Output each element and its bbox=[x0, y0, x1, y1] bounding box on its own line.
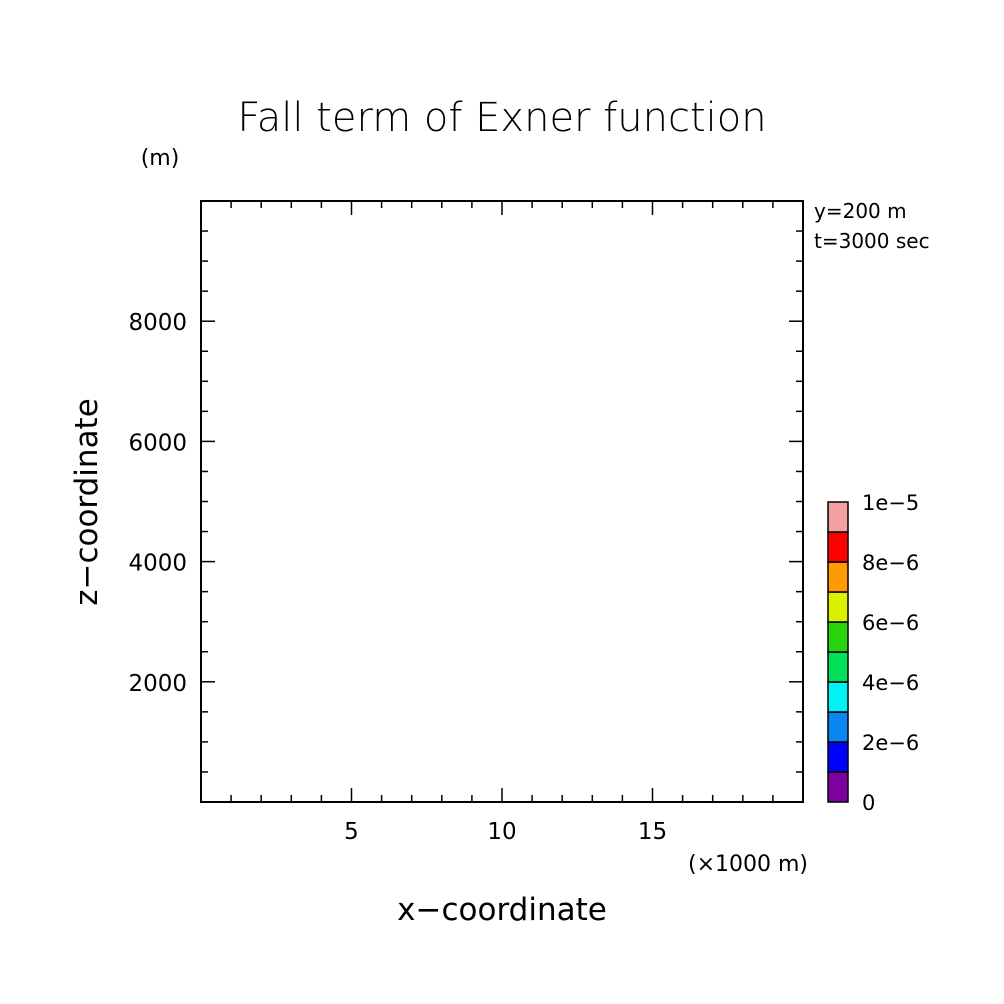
colorbar-swatch bbox=[827, 561, 849, 593]
colorbar-label: 4e−6 bbox=[862, 671, 919, 695]
colorbar-swatch bbox=[827, 741, 849, 773]
y-tick-label: 6000 bbox=[128, 430, 187, 456]
colorbar-label: 8e−6 bbox=[862, 551, 919, 575]
x-axis-title: x−coordinate bbox=[397, 892, 607, 928]
axis-ticks bbox=[201, 201, 803, 802]
colorbar: 0 2e−6 4e−6 6e−6 8e−6 1e−5 bbox=[827, 491, 919, 815]
x-tick-label: 10 bbox=[487, 819, 516, 845]
x-axis-unit: (×1000 m) bbox=[688, 852, 808, 877]
colorbar-swatch bbox=[827, 531, 849, 563]
y-tick-label: 8000 bbox=[128, 310, 187, 336]
colorbar-swatch bbox=[827, 591, 849, 623]
colorbar-swatch bbox=[827, 501, 849, 533]
x-tick-label: 5 bbox=[344, 819, 359, 845]
plot-frame bbox=[200, 200, 804, 803]
y-axis-title: z−coordinate bbox=[69, 398, 105, 606]
colorbar-label: 6e−6 bbox=[862, 611, 919, 635]
colorbar-label: 1e−5 bbox=[862, 491, 919, 515]
annotation-time: t=3000 sec bbox=[814, 229, 930, 253]
colorbar-swatch bbox=[827, 681, 849, 713]
colorbar-label: 0 bbox=[862, 791, 875, 815]
axis-tick-labels: 5 10 15 2000 4000 6000 8000 bbox=[128, 310, 667, 845]
colorbar-swatch bbox=[827, 621, 849, 653]
annotation-y-position: y=200 m bbox=[814, 199, 907, 223]
x-tick-label: 15 bbox=[638, 819, 667, 845]
y-tick-label: 4000 bbox=[128, 551, 187, 577]
colorbar-swatch bbox=[827, 651, 849, 683]
y-axis-unit: (m) bbox=[141, 146, 180, 171]
plot-area bbox=[201, 201, 803, 802]
colorbar-swatch bbox=[827, 771, 849, 803]
y-tick-label: 2000 bbox=[128, 671, 187, 697]
chart-title: Fall term of Exner function bbox=[237, 95, 766, 141]
colorbar-swatch bbox=[827, 711, 849, 743]
colorbar-label: 2e−6 bbox=[862, 731, 919, 755]
